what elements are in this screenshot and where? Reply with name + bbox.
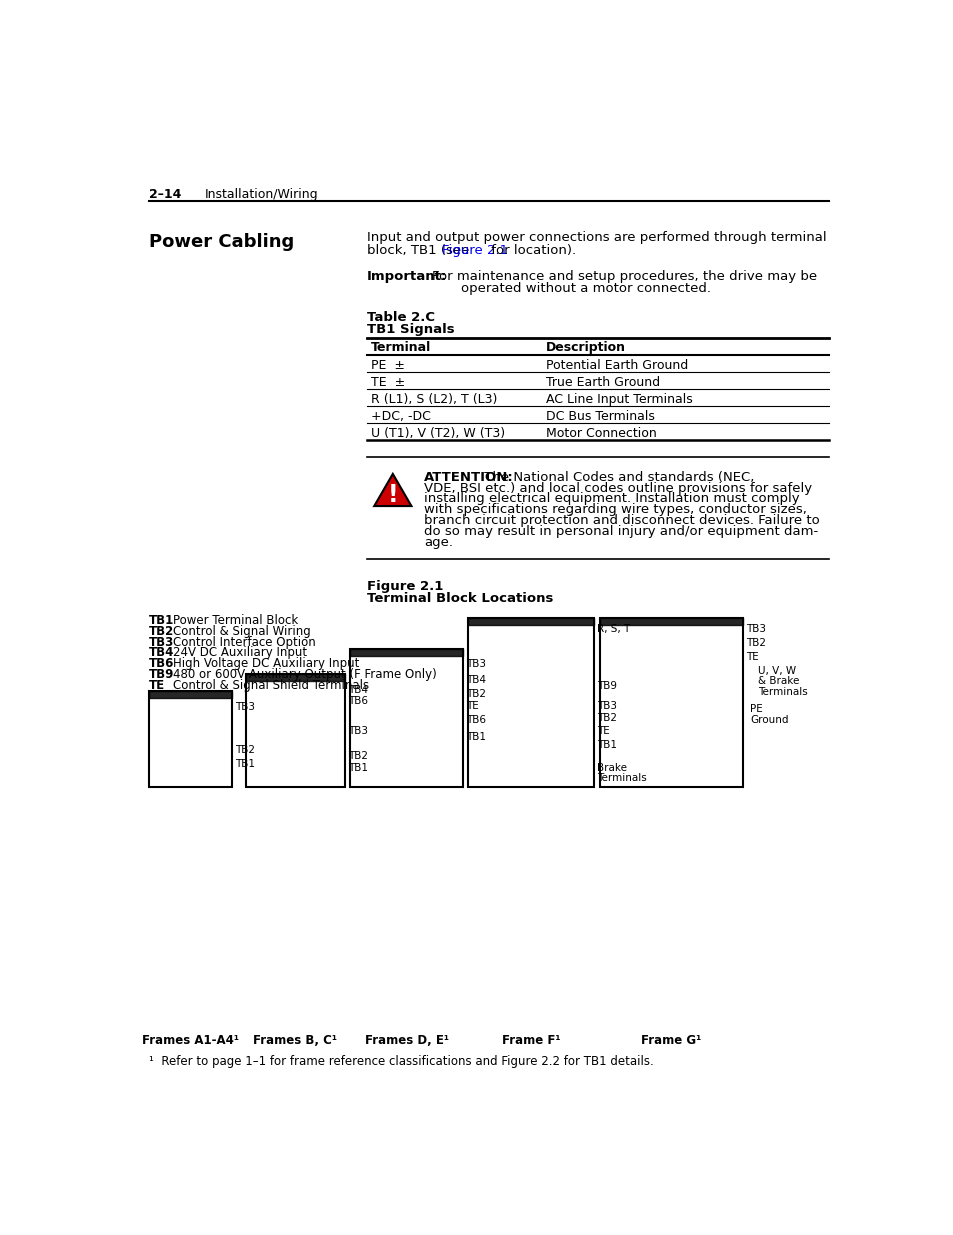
Text: High Voltage DC Auxiliary Input: High Voltage DC Auxiliary Input <box>173 657 359 671</box>
Text: U, V, W: U, V, W <box>757 666 795 676</box>
Text: Figure 2.1: Figure 2.1 <box>442 243 508 257</box>
Text: TB9: TB9 <box>596 680 616 692</box>
Text: TB2: TB2 <box>348 751 368 761</box>
Text: +DC, -DC: +DC, -DC <box>371 410 431 424</box>
Text: Frames A1-A4¹: Frames A1-A4¹ <box>142 1034 239 1047</box>
Text: TB6: TB6 <box>149 657 173 671</box>
Text: Frames B, C¹: Frames B, C¹ <box>253 1034 336 1047</box>
Text: TB6: TB6 <box>348 695 368 705</box>
Text: 480 or 600V Auxiliary Output (F Frame Only): 480 or 600V Auxiliary Output (F Frame On… <box>173 668 436 680</box>
Text: !: ! <box>387 483 397 506</box>
Text: Power Cabling: Power Cabling <box>149 233 294 251</box>
Text: TB1 Signals: TB1 Signals <box>367 324 455 336</box>
Text: Table 2.C: Table 2.C <box>367 311 435 325</box>
Text: TE: TE <box>745 652 759 662</box>
Text: Frames D, E¹: Frames D, E¹ <box>364 1034 448 1047</box>
Text: TB1: TB1 <box>348 763 368 773</box>
Polygon shape <box>374 474 411 506</box>
Text: Control & Signal Wiring: Control & Signal Wiring <box>173 625 311 637</box>
Text: Frame G¹: Frame G¹ <box>640 1034 700 1047</box>
Text: for location).: for location). <box>487 243 576 257</box>
Text: DC Bus Terminals: DC Bus Terminals <box>546 410 655 424</box>
Bar <box>245 674 344 787</box>
Text: Potential Earth Ground: Potential Earth Ground <box>546 359 688 372</box>
Text: TB4: TB4 <box>465 674 485 685</box>
Text: Control & Signal Shield Terminals: Control & Signal Shield Terminals <box>173 679 369 692</box>
Text: Figure 2.1: Figure 2.1 <box>367 580 443 593</box>
Bar <box>149 692 233 787</box>
Text: Installation/Wiring: Installation/Wiring <box>204 188 317 201</box>
Text: TB3: TB3 <box>596 701 616 711</box>
Text: 24V DC Auxiliary Input: 24V DC Auxiliary Input <box>173 646 307 659</box>
Text: R (L1), S (L2), T (L3): R (L1), S (L2), T (L3) <box>371 393 497 406</box>
Text: installing electrical equipment. Installation must comply: installing electrical equipment. Install… <box>423 493 799 505</box>
Text: TB3: TB3 <box>149 636 173 648</box>
Text: TB2: TB2 <box>596 714 616 724</box>
Text: Description: Description <box>546 341 625 354</box>
Text: Terminals: Terminals <box>757 687 807 698</box>
Text: TB3: TB3 <box>745 624 765 634</box>
Text: ATTENTION:: ATTENTION: <box>423 471 513 484</box>
Text: Control Interface Option: Control Interface Option <box>173 636 315 648</box>
Text: Frame F¹: Frame F¹ <box>501 1034 559 1047</box>
Text: Motor Connection: Motor Connection <box>546 427 657 440</box>
Text: TB2: TB2 <box>465 689 485 699</box>
Text: block, TB1 (see: block, TB1 (see <box>367 243 474 257</box>
Text: Ground: Ground <box>749 715 788 725</box>
Text: TE: TE <box>596 726 609 736</box>
Text: with specifications regarding wire types, conductor sizes,: with specifications regarding wire types… <box>423 503 806 516</box>
Text: VDE, BSI etc.) and local codes outline provisions for safely: VDE, BSI etc.) and local codes outline p… <box>423 482 811 494</box>
Bar <box>350 648 462 787</box>
Text: TB1: TB1 <box>149 614 173 627</box>
Text: TE: TE <box>149 679 165 692</box>
Text: TB1: TB1 <box>596 740 616 750</box>
Text: & Brake: & Brake <box>757 677 799 687</box>
Text: TB4: TB4 <box>348 685 368 695</box>
Text: TE  ±: TE ± <box>371 377 405 389</box>
Text: TB9: TB9 <box>149 668 173 680</box>
Text: Terminals: Terminals <box>596 773 646 783</box>
Text: TB2: TB2 <box>149 625 173 637</box>
Text: ¹  Refer to page 1–1 for frame reference classifications and Figure 2.2 for TB1 : ¹ Refer to page 1–1 for frame reference … <box>149 1055 653 1068</box>
Text: The National Codes and standards (NEC,: The National Codes and standards (NEC, <box>479 471 753 484</box>
Text: branch circuit protection and disconnect devices. Failure to: branch circuit protection and disconnect… <box>423 514 819 527</box>
Text: R, S, T: R, S, T <box>596 624 629 634</box>
Text: TB3: TB3 <box>235 701 255 711</box>
Bar <box>599 618 742 787</box>
Text: do so may result in personal injury and/or equipment dam-: do so may result in personal injury and/… <box>423 525 818 537</box>
Text: PE: PE <box>749 704 762 714</box>
Text: operated without a motor connected.: operated without a motor connected. <box>460 282 710 295</box>
Text: TB1: TB1 <box>235 758 255 769</box>
Text: TB1: TB1 <box>465 732 485 742</box>
Text: Power Terminal Block: Power Terminal Block <box>173 614 298 627</box>
Text: Input and output power connections are performed through terminal: Input and output power connections are p… <box>367 231 826 245</box>
Bar <box>468 618 593 787</box>
Text: For maintenance and setup procedures, the drive may be: For maintenance and setup procedures, th… <box>431 270 816 283</box>
Text: age.: age. <box>423 536 453 548</box>
Text: TB6: TB6 <box>465 715 485 725</box>
Text: TE: TE <box>465 701 477 711</box>
Text: TB2: TB2 <box>745 638 765 648</box>
Text: Important:: Important: <box>367 270 447 283</box>
Text: TB3: TB3 <box>465 659 485 669</box>
Text: Terminal Block Locations: Terminal Block Locations <box>367 593 553 605</box>
Text: TB3: TB3 <box>348 726 368 736</box>
Text: Terminal: Terminal <box>371 341 431 354</box>
Text: True Earth Ground: True Earth Ground <box>546 377 659 389</box>
Text: TB4: TB4 <box>149 646 173 659</box>
Text: AC Line Input Terminals: AC Line Input Terminals <box>546 393 692 406</box>
Text: 2–14: 2–14 <box>149 188 181 201</box>
Text: U (T1), V (T2), W (T3): U (T1), V (T2), W (T3) <box>371 427 505 440</box>
Text: Brake: Brake <box>596 763 626 773</box>
Text: PE  ±: PE ± <box>371 359 405 372</box>
Text: TB2: TB2 <box>235 745 255 755</box>
